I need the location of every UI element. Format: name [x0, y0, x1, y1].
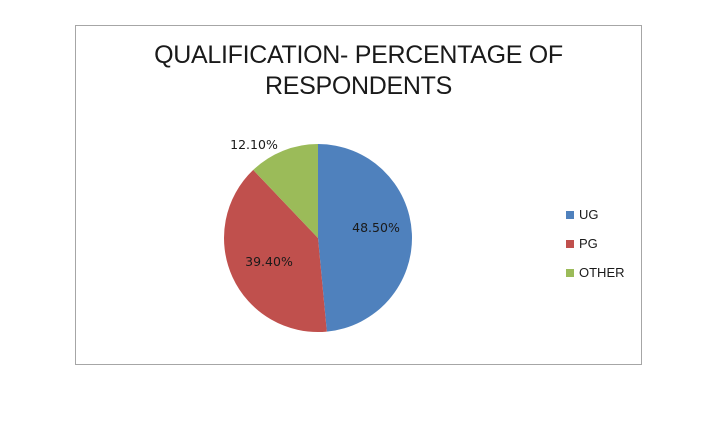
chart-frame: QUALIFICATION- PERCENTAGE OF RESPONDENTS… [75, 25, 642, 365]
slice-label-other: 12.10% [230, 137, 278, 152]
legend-swatch-other [566, 268, 574, 277]
legend-label-ug: UG [579, 207, 599, 222]
legend-item-pg: PG [566, 229, 625, 258]
pie-slices [223, 144, 412, 332]
slice-label-ug: 48.50% [352, 220, 400, 235]
pie-slice-pg [223, 169, 327, 332]
legend-label-pg: PG [579, 236, 598, 251]
legend-item-other: OTHER [566, 258, 625, 287]
pie-slice-labels: 48.50% 39.40% 12.10% [230, 137, 400, 269]
pie-slice-ug [318, 144, 412, 332]
legend-item-ug: UG [566, 200, 625, 229]
legend-swatch-ug [566, 210, 574, 219]
chart-title: QUALIFICATION- PERCENTAGE OF RESPONDENTS [76, 40, 641, 102]
slice-label-pg: 39.40% [245, 254, 293, 269]
pie-plot: 48.50% 39.40% 12.10% [223, 137, 412, 332]
legend-label-other: OTHER [579, 265, 625, 280]
chart-title-line-2: RESPONDENTS [264, 72, 452, 100]
legend: UG PG OTHER [566, 200, 625, 287]
chart-title-line-1: QUALIFICATION- PERCENTAGE OF [154, 41, 563, 69]
pie-slice-other [253, 144, 318, 238]
legend-swatch-pg [566, 239, 574, 248]
